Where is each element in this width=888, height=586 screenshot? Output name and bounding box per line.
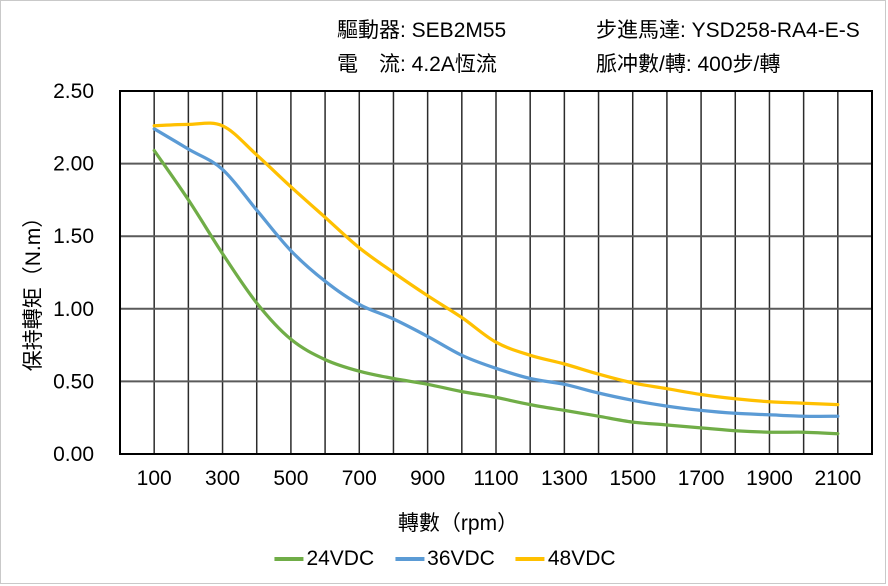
- y-tick-label: 0.00: [53, 443, 94, 466]
- legend: 24VDC 36VDC 48VDC: [274, 547, 616, 571]
- x-tick-label: 500: [273, 467, 308, 490]
- current-spec: 電 流: 4.2A恆流: [337, 53, 497, 76]
- legend-label: 48VDC: [547, 547, 616, 570]
- x-tick-label: 700: [342, 467, 377, 490]
- y-tick-label: 2.50: [53, 80, 94, 103]
- y-tick-label: 1.50: [53, 225, 94, 248]
- series-line-24vdc: [152, 148, 840, 436]
- x-tick-label: 1500: [609, 467, 656, 490]
- legend-label: 24VDC: [306, 547, 375, 570]
- x-tick-label: 1300: [541, 467, 588, 490]
- y-tick-label: 2.00: [53, 153, 94, 176]
- y-tick-label: 0.50: [53, 370, 94, 393]
- header-right-column: 步進馬達: YSD258-RA4-E-S 脈冲數/轉: 400步/轉: [596, 14, 860, 82]
- y-axis-title: 保持轉矩（N.m）: [22, 206, 45, 372]
- motor-spec: 步進馬達: YSD258-RA4-E-S: [596, 19, 860, 42]
- x-tick-label: 300: [205, 467, 240, 490]
- x-tick-label: 100: [137, 467, 172, 490]
- legend-item-24vdc: 24VDC: [274, 547, 374, 571]
- legend-item-48vdc: 48VDC: [515, 547, 616, 571]
- x-tick-label: 1700: [678, 467, 725, 490]
- legend-item-36vdc: 36VDC: [395, 547, 495, 571]
- series-line-36vdc: [152, 127, 840, 418]
- x-axis-title: 轉數（rpm）: [397, 512, 519, 535]
- x-tick-label: 1100: [473, 467, 518, 490]
- x-tick-label: 900: [410, 467, 445, 490]
- legend-line-swatch: [395, 557, 425, 561]
- x-tick-label: 1900: [746, 467, 793, 490]
- series-line-48vdc: [152, 121, 840, 407]
- legend-line-swatch: [515, 557, 545, 561]
- x-tick-label: 2100: [814, 467, 861, 490]
- y-tick-label: 1.00: [53, 298, 94, 321]
- driver-spec: 驅動器: SEB2M55: [337, 19, 507, 42]
- legend-label: 36VDC: [427, 547, 495, 570]
- legend-line-swatch: [274, 557, 304, 561]
- plot-frame: [119, 90, 873, 455]
- pulses-spec: 脈冲數/轉: 400步/轉: [596, 53, 781, 76]
- header-left-column: 驅動器: SEB2M55 電 流: 4.2A恆流: [337, 14, 506, 82]
